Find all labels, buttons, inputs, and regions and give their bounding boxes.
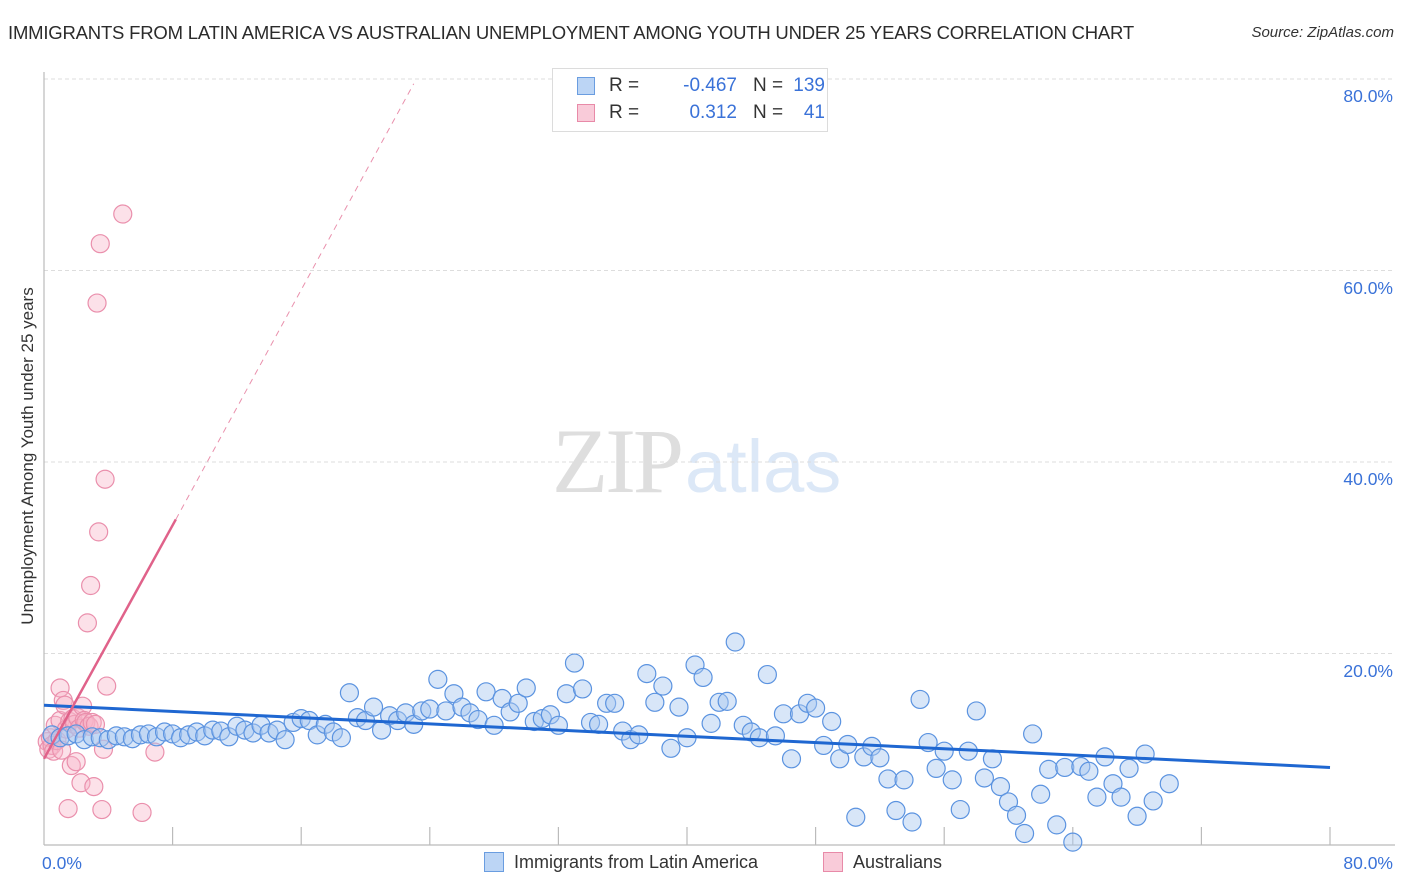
legend-swatch-blue: [577, 77, 595, 95]
y-tick-60: 60.0%: [1343, 278, 1393, 298]
n-value: 139: [793, 75, 825, 96]
r-label: R =: [609, 102, 640, 123]
y-tick-40: 40.0%: [1343, 469, 1393, 489]
n-label: N =: [753, 75, 784, 96]
bottom-legend-label: Australians: [853, 852, 943, 872]
r-label: R =: [609, 75, 640, 96]
y-tick-80: 80.0%: [1343, 86, 1393, 106]
axes: [43, 72, 1395, 846]
latin-america-points: [42, 632, 1179, 852]
r-value: 0.312: [689, 102, 737, 123]
n-label: N =: [753, 102, 784, 123]
zipatlas-watermark: ZIPatlas: [552, 408, 841, 514]
watermark-zip: ZIP: [552, 410, 684, 512]
watermark-atlas: atlas: [685, 425, 842, 508]
x-tick-0: 0.0%: [42, 853, 82, 873]
trend-lines: [42, 83, 1331, 769]
r-value: -0.467: [683, 75, 737, 96]
legend-swatch-pink: [577, 104, 595, 122]
bottom-legend-swatch-blue: [484, 852, 504, 872]
y-axis-label: Unemployment Among Youth under 25 years: [18, 287, 37, 625]
gridlines: [44, 78, 1395, 654]
correlation-legend: R = -0.467 N = 139 R = 0.312 N = 41: [552, 68, 828, 132]
y-tick-20: 20.0%: [1343, 661, 1393, 681]
bottom-legend-label: Immigrants from Latin America: [514, 852, 759, 872]
source-credit: Source: ZipAtlas.com: [1251, 24, 1394, 41]
n-value: 41: [803, 102, 825, 123]
bottom-legend-latin-america[interactable]: Immigrants from Latin America: [484, 852, 758, 873]
x-tick-80: 80.0%: [1343, 853, 1393, 873]
bottom-legend-australians[interactable]: Australians: [823, 852, 942, 873]
bottom-legend-swatch-pink: [823, 852, 843, 872]
chart-title: IMMIGRANTS FROM LATIN AMERICA VS AUSTRAL…: [8, 22, 1134, 43]
